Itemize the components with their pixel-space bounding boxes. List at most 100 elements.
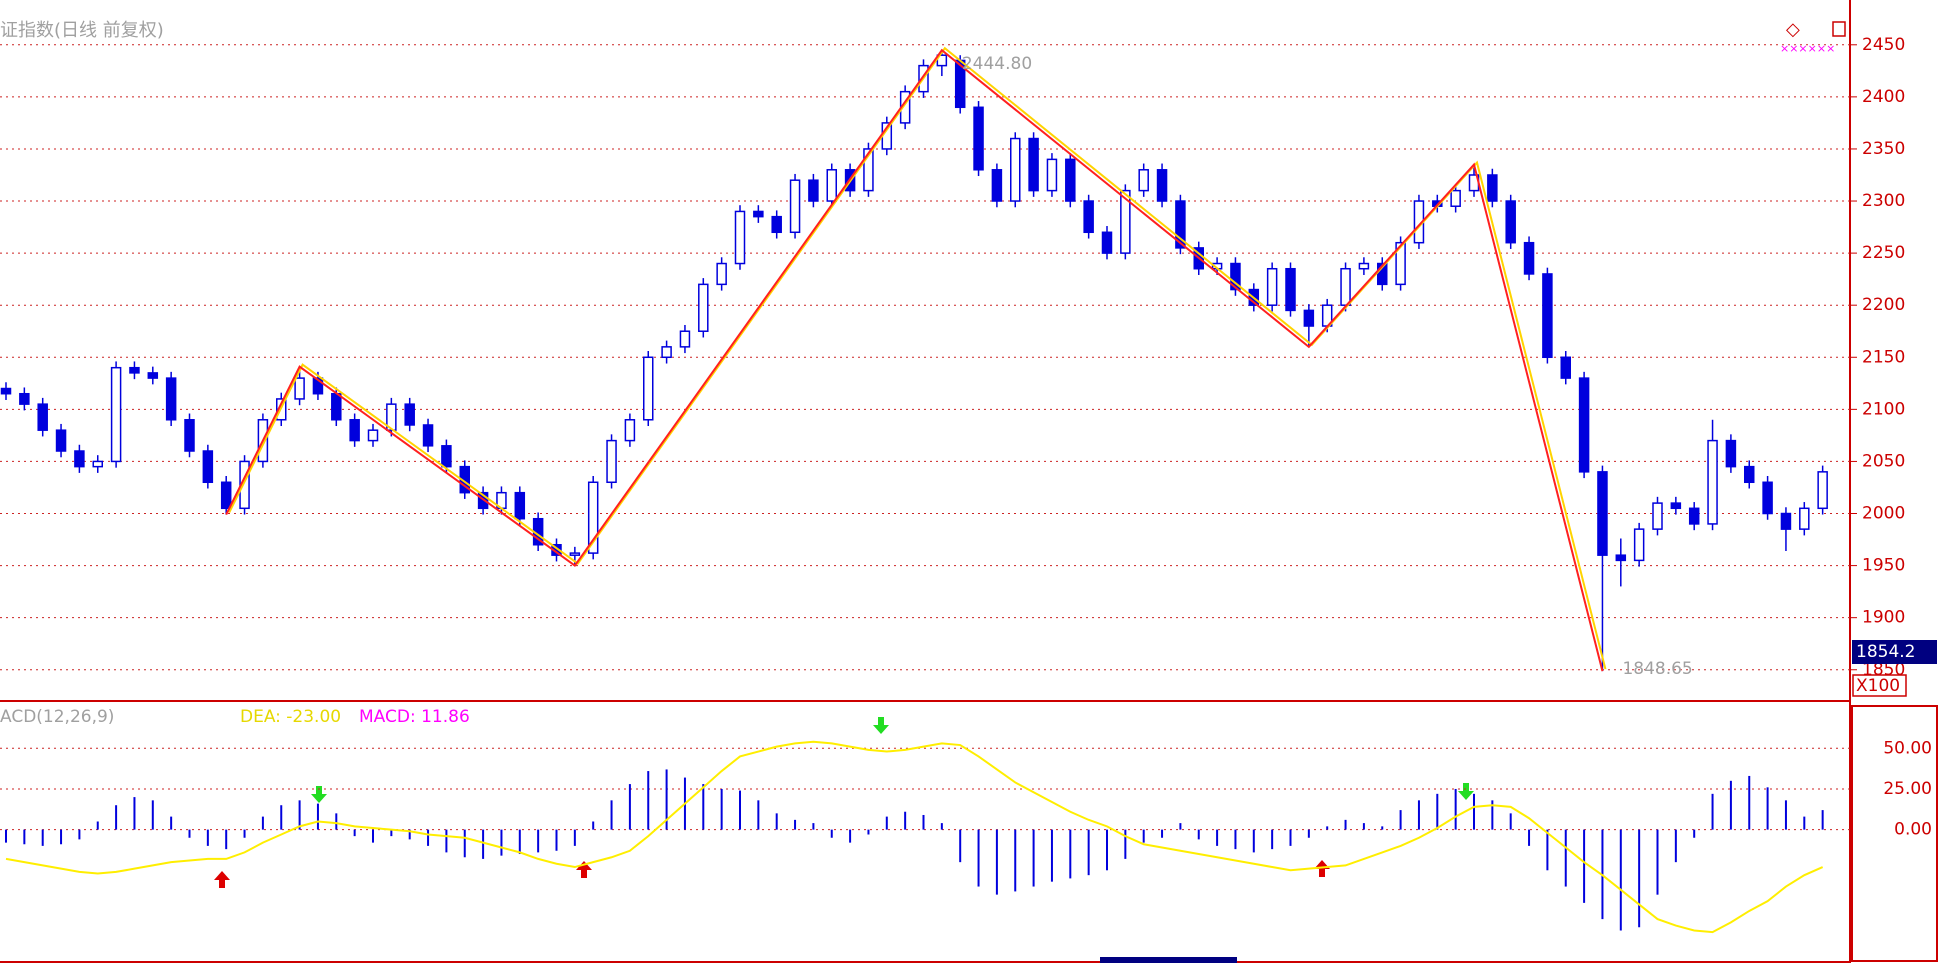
candle-body	[1817, 471, 1828, 510]
candle-body	[1065, 158, 1076, 202]
candle-body	[129, 366, 140, 374]
last-price-label: 1854.2	[1856, 642, 1915, 662]
candle-body	[606, 439, 617, 484]
candle-body	[184, 419, 195, 452]
candle-body	[716, 262, 727, 286]
candle-body	[863, 148, 874, 192]
y-tick-label: 0.00	[1894, 820, 1932, 840]
candle-body	[220, 481, 232, 510]
candle-body	[789, 179, 801, 234]
candle-body	[1505, 200, 1516, 244]
candle-body	[331, 392, 342, 421]
candle-body	[1395, 241, 1406, 286]
y-tick-label: 2200	[1862, 295, 1905, 315]
candle-body	[1230, 262, 1241, 291]
candle-body	[661, 346, 672, 359]
candle-body	[1560, 356, 1571, 379]
candle-body	[441, 445, 452, 468]
candle-body	[1340, 267, 1351, 306]
zigzag-shadow	[228, 46, 1607, 670]
candle-body	[587, 481, 599, 554]
candle-body	[1285, 267, 1296, 312]
candle-body	[1652, 502, 1663, 530]
candle-body	[1542, 273, 1553, 359]
candle-body	[1670, 502, 1682, 510]
candle-body	[294, 377, 305, 400]
macd-value-legend: MACD: 11.86	[359, 707, 470, 727]
candle-body	[165, 377, 177, 421]
y-tick-label: 2100	[1862, 399, 1905, 419]
y-tick-label: 1900	[1862, 608, 1905, 628]
candle-body	[1175, 200, 1186, 249]
candle-body	[1633, 528, 1645, 562]
candle-body	[1799, 507, 1810, 530]
candle-body	[991, 169, 1003, 202]
candle-body	[1377, 262, 1388, 286]
candle-body	[826, 169, 837, 202]
candle-body	[1101, 231, 1113, 254]
y-tick-label: 2450	[1862, 35, 1905, 55]
dea-legend: DEA: -23.00	[240, 707, 341, 727]
candle-body	[808, 179, 819, 202]
candle-body	[37, 403, 48, 431]
candle-body	[1138, 169, 1149, 192]
y-tick-label: 2300	[1862, 191, 1905, 211]
sell-arrow	[1458, 783, 1474, 800]
low-annotation: 1848.65	[1622, 659, 1692, 679]
candle-body	[1028, 137, 1039, 192]
candle-body	[74, 450, 85, 468]
macd-axis-box	[1851, 705, 1938, 962]
dea-line	[5, 740, 1824, 934]
candle-body	[1358, 262, 1370, 270]
scale-label: X100	[1856, 676, 1900, 696]
sell-arrow	[311, 786, 327, 803]
candle-body	[55, 429, 67, 452]
zigzag-line	[225, 48, 1604, 672]
candle-body	[147, 372, 159, 379]
candle-body	[1156, 169, 1168, 202]
candle-body	[1725, 439, 1737, 468]
icon-window	[1832, 21, 1846, 37]
candle-body	[624, 419, 636, 442]
y-tick-label: 50.00	[1883, 738, 1932, 758]
candle-body	[1780, 512, 1792, 530]
icon-marks: ××××××	[1780, 42, 1835, 55]
high-annotation: 2444.80	[962, 54, 1032, 74]
y-tick-label: 25.00	[1883, 779, 1932, 799]
candle-body	[1010, 137, 1021, 202]
y-tick-label: 2350	[1862, 139, 1905, 159]
candle-body	[1120, 189, 1131, 254]
buy-arrow	[576, 861, 592, 878]
candle-body	[19, 392, 30, 405]
y-tick-label: 2000	[1862, 504, 1905, 524]
y-tick-label: 2250	[1862, 243, 1905, 263]
candle-body	[1266, 267, 1278, 306]
scale-box	[1852, 674, 1907, 697]
y-tick-label: 1950	[1862, 556, 1905, 576]
candle-body	[1083, 200, 1094, 234]
candle-body	[1450, 189, 1461, 207]
signal-arrows	[214, 717, 1474, 888]
candle-body	[1762, 481, 1773, 515]
y-tick-label: 2050	[1862, 451, 1905, 471]
candle-body	[698, 283, 709, 332]
candle-body	[422, 424, 434, 447]
candle-body	[404, 403, 415, 426]
candle-body	[1688, 507, 1700, 525]
candle-body	[753, 210, 764, 218]
y-tick-label: 2400	[1862, 87, 1905, 107]
candle-body	[202, 450, 214, 484]
candle-body	[514, 491, 526, 520]
sell-arrow	[873, 717, 889, 734]
candle-body	[1523, 241, 1535, 275]
chart-title: 证指数(日线 前复权)	[0, 20, 164, 41]
candle-body	[0, 387, 12, 395]
candle-body	[679, 330, 691, 348]
candle-body	[1707, 439, 1718, 525]
icon-diamond: ◇	[1786, 19, 1800, 40]
candle-body	[1615, 554, 1627, 562]
candle-body	[1597, 471, 1608, 556]
candle-body	[1744, 465, 1755, 484]
candle-body	[367, 429, 379, 442]
